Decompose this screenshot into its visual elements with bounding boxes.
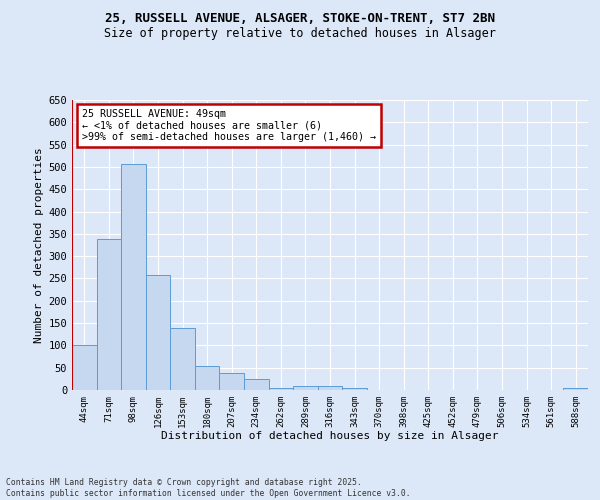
Bar (563, 388, 588, 390)
Text: 25 RUSSELL AVENUE: 49sqm
← <1% of detached houses are smaller (6)
>99% of semi-d: 25 RUSSELL AVENUE: 49sqm ← <1% of detach… (82, 108, 376, 142)
Bar (318, 386, 342, 390)
Text: 25, RUSSELL AVENUE, ALSAGER, STOKE-ON-TRENT, ST7 2BN: 25, RUSSELL AVENUE, ALSAGER, STOKE-ON-TR… (105, 12, 495, 26)
Bar (269, 388, 293, 390)
Bar (220, 373, 244, 390)
Bar (72, 346, 97, 390)
Text: Contains HM Land Registry data © Crown copyright and database right 2025.
Contai: Contains HM Land Registry data © Crown c… (6, 478, 410, 498)
Bar (146, 276, 170, 390)
Bar (244, 380, 269, 390)
Text: Size of property relative to detached houses in Alsager: Size of property relative to detached ho… (104, 28, 496, 40)
Bar (121, 164, 146, 390)
Bar (170, 328, 195, 390)
Y-axis label: Number of detached properties: Number of detached properties (34, 147, 44, 343)
Bar (293, 386, 318, 390)
Bar (342, 388, 367, 390)
Bar (97, 239, 121, 390)
Bar (195, 366, 220, 390)
X-axis label: Distribution of detached houses by size in Alsager: Distribution of detached houses by size … (161, 432, 499, 442)
